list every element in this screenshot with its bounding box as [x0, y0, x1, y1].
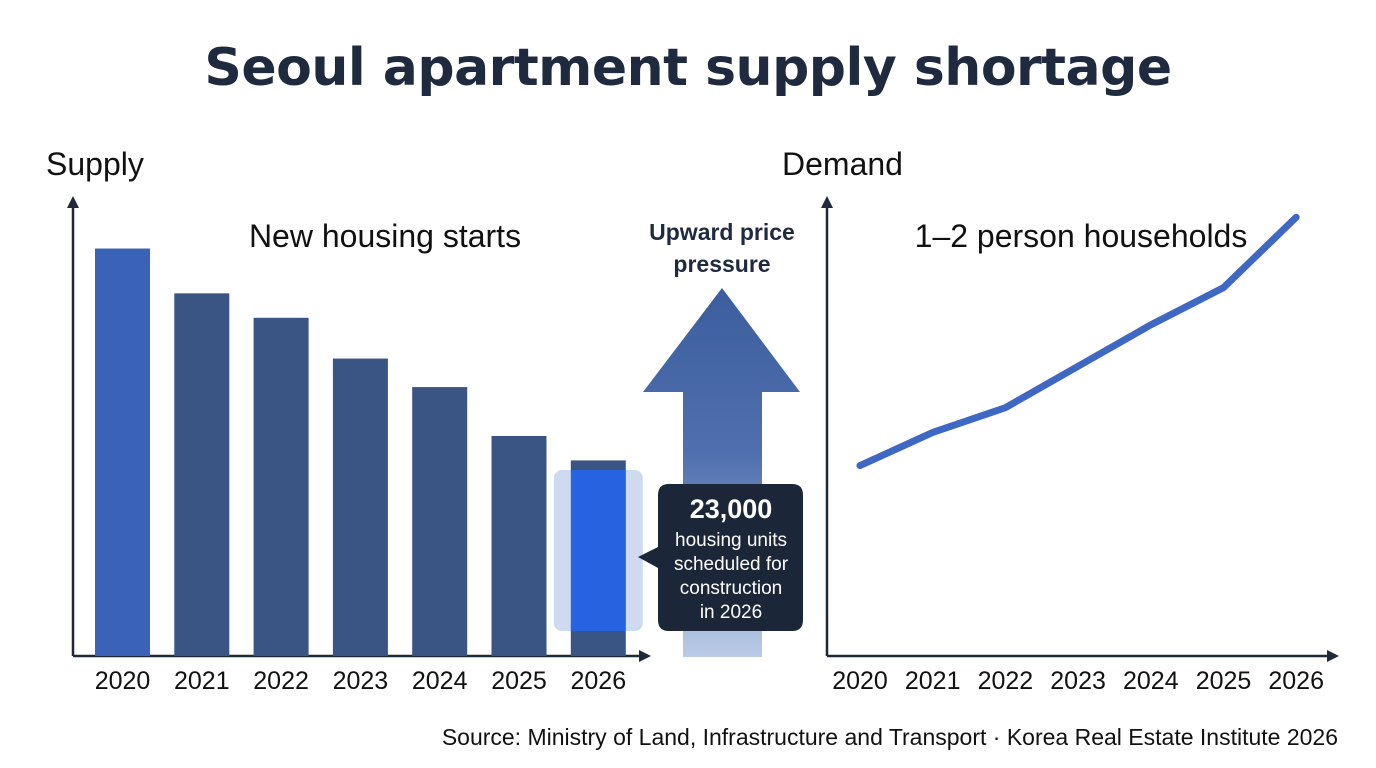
callout-text-line-1: housing units	[675, 530, 787, 551]
supply-x-axis-arrowhead	[639, 650, 651, 662]
bar-2022	[253, 317, 309, 656]
demand-point-2020	[859, 464, 861, 467]
demand-axis-title: Demand	[782, 146, 903, 182]
demand-tick-2024: 2024	[1123, 667, 1179, 695]
demand-series-line	[856, 213, 1300, 470]
callout-text-line-4: in 2026	[700, 602, 762, 623]
demand-point-2026	[1295, 216, 1298, 219]
demand-tick-2021: 2021	[905, 667, 961, 695]
demand-point-2025	[1222, 286, 1225, 289]
supply-axis-title: Supply	[46, 146, 144, 182]
demand-point-2022	[1004, 406, 1007, 409]
demand-y-axis-arrowhead	[821, 196, 833, 208]
demand-x-ticks: 2020 2021 2022 2023 2024 2025 2026	[832, 667, 1324, 695]
supply-bars	[95, 248, 626, 656]
supply-tick-2024: 2024	[412, 667, 468, 695]
demand-tick-2023: 2023	[1050, 667, 1106, 695]
highlight-bar-segment	[570, 470, 626, 631]
demand-line-layer	[856, 213, 1300, 470]
callout-bubble	[638, 484, 803, 631]
supply-tick-2022: 2022	[253, 667, 309, 695]
demand-point-2024	[1149, 323, 1152, 326]
highlight-layer	[553, 470, 643, 631]
bar-2020	[95, 248, 150, 656]
bar-2021	[174, 293, 230, 656]
arrow-label-line-1: Upward price	[649, 219, 795, 245]
callout-text-line-3: construction	[680, 578, 782, 599]
demand-tick-2022: 2022	[978, 667, 1034, 695]
demand-tick-2025: 2025	[1196, 667, 1252, 695]
demand-x-axis-arrowhead	[1327, 650, 1339, 662]
supply-panel: Supply New housing starts 2020 2021 2022 20…	[46, 146, 651, 695]
supply-tick-2020: 2020	[95, 667, 151, 695]
demand-plot-title: 1–2 person households	[915, 218, 1248, 254]
demand-tick-2020: 2020	[832, 667, 888, 695]
bar-2025	[491, 435, 547, 656]
demand-point-2021	[931, 431, 934, 434]
supply-x-ticks: 2020 2021 2022 2023 2024 2025 2026	[95, 667, 626, 695]
chart-title: Seoul apartment supply shortage	[204, 38, 1172, 98]
bar-2024	[412, 387, 468, 656]
supply-y-axis-arrowhead	[67, 196, 79, 208]
supply-tick-2023: 2023	[333, 667, 389, 695]
supply-tick-2021: 2021	[174, 667, 230, 695]
demand-panel: Demand 1–2 person households 2020 2021 202…	[782, 146, 1339, 695]
supply-tick-2026: 2026	[570, 667, 626, 695]
demand-tick-2026: 2026	[1268, 667, 1324, 695]
demand-point-2023	[1077, 365, 1080, 368]
callout-box: 23,000 housing units scheduled for const…	[638, 484, 803, 631]
supply-plot-title: New housing starts	[249, 218, 521, 254]
callout-value: 23,000	[690, 494, 773, 524]
source-note: Source: Ministry of Land, Infrastructure…	[441, 724, 1338, 750]
supply-tick-2025: 2025	[491, 667, 547, 695]
bar-2023	[332, 358, 388, 656]
arrow-label-line-2: pressure	[673, 251, 770, 277]
callout-text-line-2: scheduled for	[674, 554, 789, 575]
